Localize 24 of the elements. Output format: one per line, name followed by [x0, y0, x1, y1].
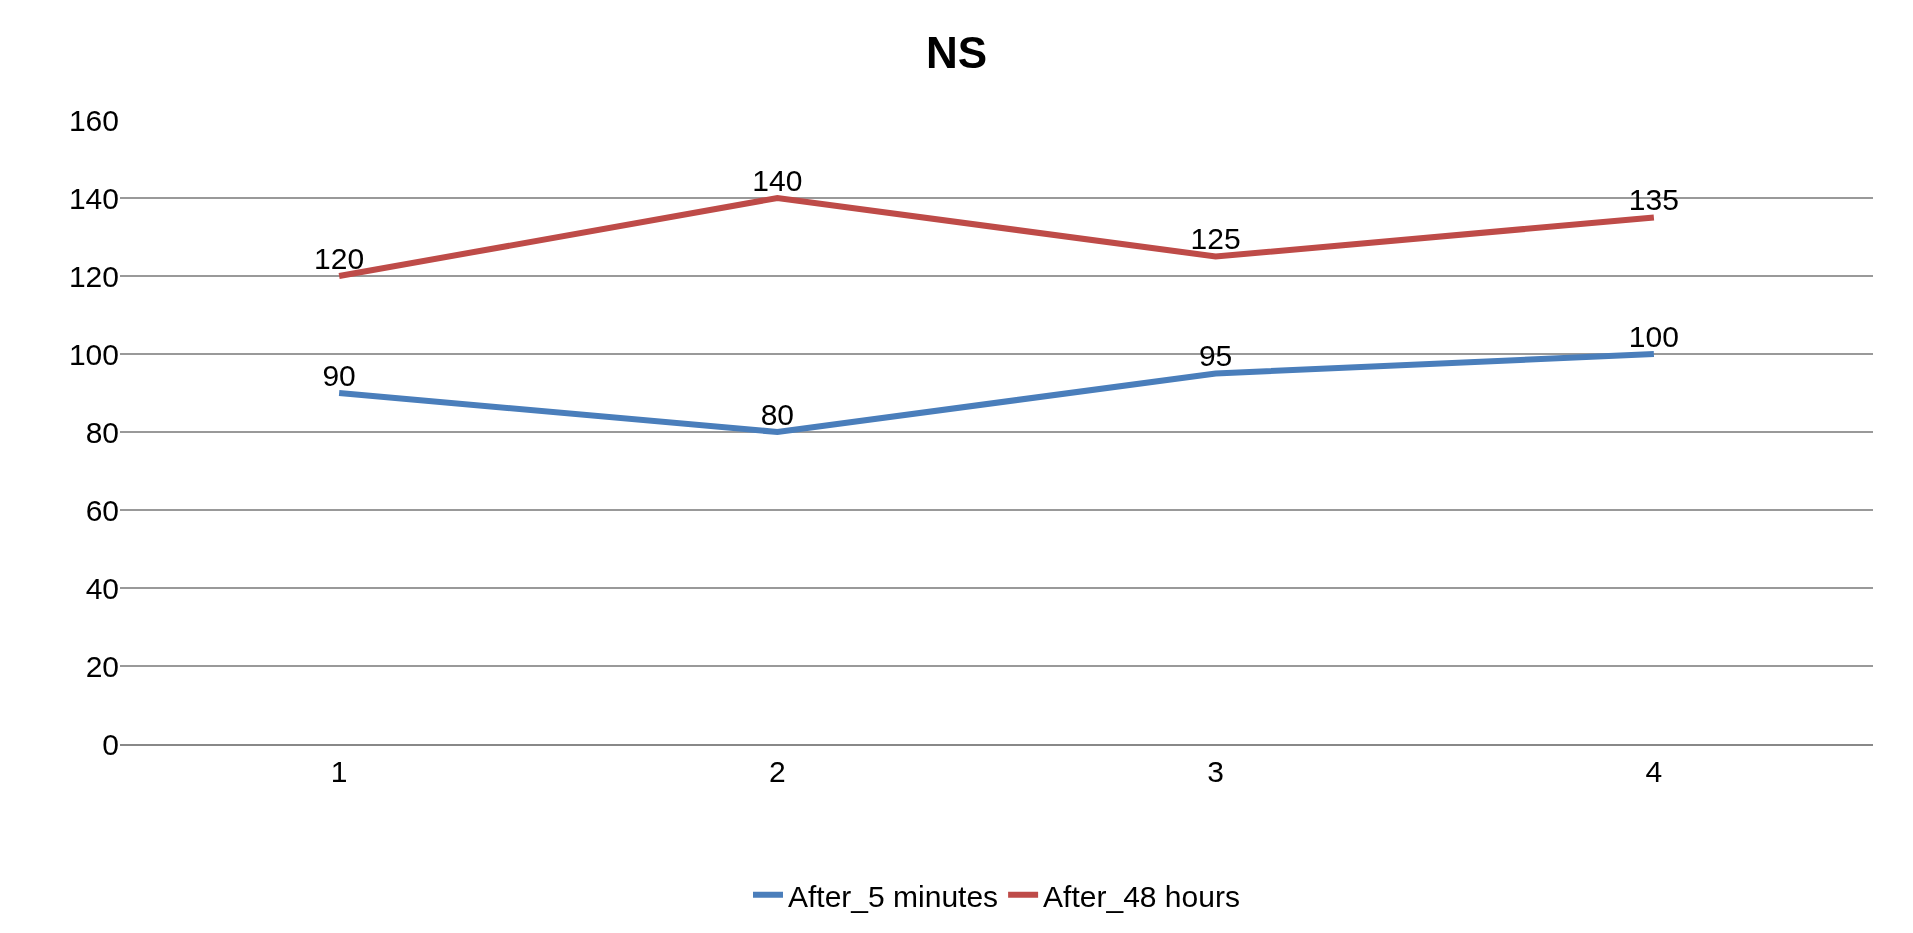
y-tick-label: 100	[68, 337, 119, 371]
data-label: 125	[1190, 222, 1241, 255]
data-label: 135	[1628, 183, 1679, 216]
chart-title: NS	[925, 28, 988, 78]
data-label: 95	[1198, 339, 1233, 372]
legend-label: After_48 hours	[1043, 879, 1240, 913]
y-tick-label: 60	[85, 493, 119, 527]
x-tick-label: 1	[330, 755, 348, 788]
x-tick-label: 3	[1207, 755, 1224, 788]
y-tick-label: 40	[85, 571, 119, 605]
y-tick-label: 0	[102, 727, 119, 761]
y-tick-label: 80	[85, 415, 119, 449]
data-label: 120	[314, 241, 365, 275]
y-tick-label: 120	[68, 259, 119, 293]
data-label: 90	[322, 358, 356, 392]
data-label: 100	[1628, 319, 1679, 353]
x-tick-label: 2	[769, 755, 786, 788]
y-tick-label: 140	[68, 181, 119, 215]
legend-label: After_5 minutes	[788, 879, 999, 913]
y-tick-label: 20	[85, 649, 119, 683]
data-label: 80	[760, 397, 795, 431]
data-label: 140	[752, 163, 803, 197]
x-tick-label: 4	[1645, 755, 1663, 788]
y-tick-label: 160	[68, 103, 119, 137]
